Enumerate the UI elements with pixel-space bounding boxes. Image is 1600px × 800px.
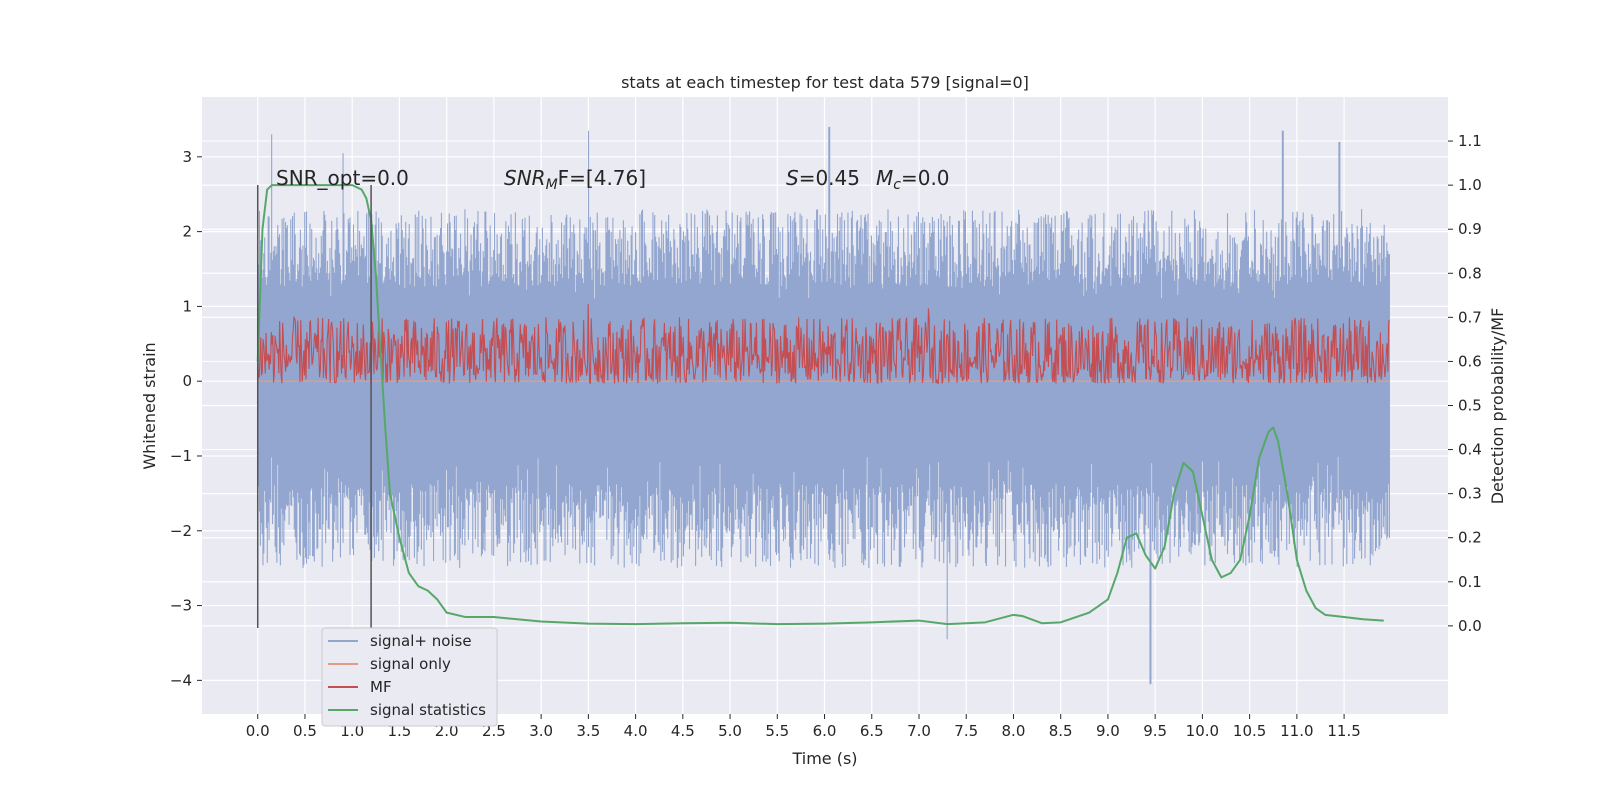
s-label: S: [786, 166, 799, 190]
s-mc-annotation: S=0.45 Mc=0.0: [786, 166, 950, 193]
series-mf: [257, 304, 1390, 385]
x-tick-label: 10.0: [1186, 722, 1219, 740]
legend-label-signal-noise: signal+ noise: [370, 632, 472, 650]
y-tick-label: 1: [182, 297, 192, 315]
y-tick-label: −3: [170, 597, 192, 615]
x-tick-label: 5.5: [765, 722, 789, 740]
y-tick-labels: 3 2 1 0 −1 −2 −3 −4: [170, 148, 202, 689]
x-tick-label: 0.0: [246, 722, 270, 740]
y2-tick-label: 0.5: [1458, 397, 1482, 415]
snr-mf-prefix: SNR: [504, 166, 546, 190]
y2-axis-label: Detection probability/MF: [1488, 308, 1507, 505]
y-tick-label: 2: [182, 223, 192, 241]
y2-tick-label: 0.7: [1458, 308, 1482, 326]
y2-tick-label: 0.3: [1458, 485, 1482, 503]
x-tick-label: 9.5: [1143, 722, 1167, 740]
mc-value: =0.0: [901, 166, 950, 190]
x-tick-label: 7.0: [907, 722, 931, 740]
x-tick-label: 11.0: [1280, 722, 1313, 740]
x-tick-label: 11.5: [1327, 722, 1360, 740]
y2-tick-label: 1.0: [1458, 176, 1482, 194]
x-tick-label: 8.0: [1002, 722, 1026, 740]
legend-label-signal-statistics: signal statistics: [370, 701, 486, 719]
x-tick-label: 4.0: [624, 722, 648, 740]
vertical-lines: [256, 185, 372, 628]
mc-label: M: [876, 166, 893, 190]
y-tick-label: 0: [182, 372, 192, 390]
x-tick-label: 8.5: [1049, 722, 1073, 740]
x-tick-label: 3.5: [576, 722, 600, 740]
legend-label-mf: MF: [370, 678, 392, 696]
x-tick-label: 9.0: [1096, 722, 1120, 740]
x-tick-label: 10.5: [1233, 722, 1266, 740]
mc-sub: c: [893, 177, 901, 193]
y2-tick-label: 0.0: [1458, 617, 1482, 635]
legend-label-signal-only: signal only: [370, 655, 451, 673]
x-tick-label: 7.5: [954, 722, 978, 740]
y-tick-label: −2: [170, 522, 192, 540]
y2-tick-label: 0.6: [1458, 352, 1482, 370]
legend: signal+ noise signal only MF signal stat…: [321, 627, 498, 727]
x-tick-label: 4.5: [671, 722, 695, 740]
y2-tick-labels: 1.1 1.0 0.9 0.8 0.7 0.6 0.5 0.4 0.3 0.2 0.1 0.0: [1448, 132, 1482, 635]
series-signal-statistics: [256, 184, 1384, 626]
x-tick-label: 5.0: [718, 722, 742, 740]
y2-tick-label: 0.9: [1458, 220, 1482, 238]
y2-tick-label: 1.1: [1458, 132, 1482, 150]
y-tick-label: −4: [170, 671, 192, 689]
s-value: =0.45: [799, 166, 860, 190]
y2-tick-label: 0.1: [1458, 573, 1482, 591]
y-tick-label: −1: [170, 447, 192, 465]
y-axis-label: Whitened strain: [140, 342, 159, 469]
x-tick-label: 0.5: [293, 722, 317, 740]
snr-mf-suffix: F=[4.76]: [558, 166, 646, 190]
y2-tick-label: 0.2: [1458, 529, 1482, 547]
y2-tick-label: 0.8: [1458, 264, 1482, 282]
x-tick-label: 6.0: [813, 722, 837, 740]
snr-mf-sub: M: [546, 177, 558, 193]
legend-box: [321, 627, 498, 727]
x-tick-label: 6.5: [860, 722, 884, 740]
x-axis-label: Time (s): [791, 749, 857, 768]
y2-tick-label: 0.4: [1458, 441, 1482, 459]
y-tick-label: 3: [182, 148, 192, 166]
snr-opt-annotation: SNR_opt=0.0: [276, 166, 409, 190]
x-tick-label: 3.0: [529, 722, 553, 740]
series-group: [256, 126, 1390, 685]
snr-mf-annotation: SNRMF=[4.76]: [504, 166, 646, 193]
chart-title: stats at each timestep for test data 579…: [621, 73, 1029, 92]
